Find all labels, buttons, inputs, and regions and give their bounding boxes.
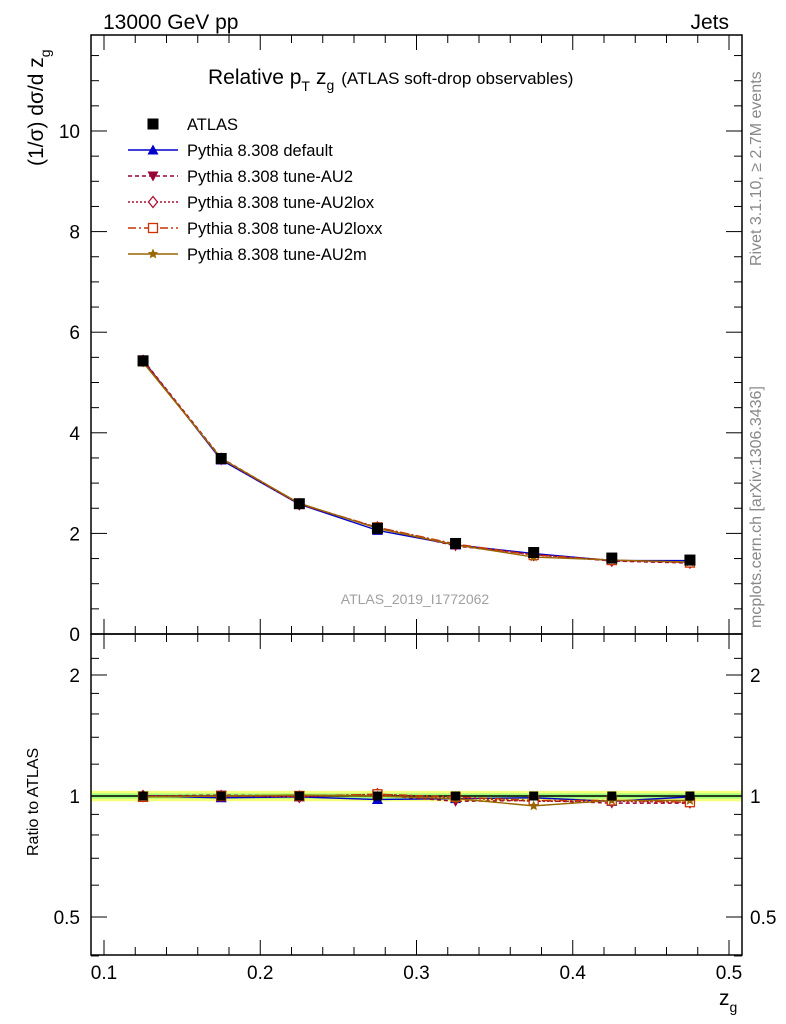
y-tick-label: 4 [69, 424, 80, 445]
y-tick-label: 6 [69, 323, 80, 344]
ratio-point-atlas [529, 791, 539, 801]
ratio-point-atlas [607, 791, 617, 801]
legend-marker-au2lox [147, 195, 159, 209]
x-tick-label: 0.3 [403, 963, 429, 984]
x-axis-label: zg [719, 987, 737, 1015]
legend-marker-au2 [147, 171, 159, 182]
y-tick-label: 10 [59, 122, 80, 143]
legend-marker-atlas [147, 118, 159, 130]
ratio-point-atlas [685, 791, 695, 801]
y-tick-label: 8 [69, 223, 80, 244]
legend-marker-default [147, 144, 159, 155]
ratio-y-axis-label: Ratio to ATLAS [25, 748, 42, 856]
ratio-y-tick-label: 2 [69, 666, 80, 687]
ratio-point-atlas [216, 791, 226, 801]
header-left: 13000 GeV pp [103, 11, 238, 34]
x-tick-label: 0.5 [716, 963, 742, 984]
rivet-version-text: Rivet 3.1.10, ≥ 2.7M events [748, 71, 765, 266]
legend-label-atlas: ATLAS [187, 116, 238, 134]
ratio-point-atlas [294, 791, 304, 801]
ratio-y-tick-label: 1 [69, 787, 80, 808]
point-atlas [137, 355, 149, 367]
ratio-y-tick-label-right: 0.5 [750, 908, 776, 929]
ratio-point-atlas [372, 791, 382, 801]
series-line-au2m [142, 361, 690, 563]
ratio-point-atlas [451, 791, 461, 801]
y-tick-label: 0 [69, 625, 80, 646]
y-tick-label: 2 [69, 524, 80, 545]
point-atlas [293, 498, 305, 510]
analysis-watermark: ATLAS_2019_I1772062 [341, 591, 490, 607]
x-tick-label: 0.2 [247, 963, 273, 984]
ratio-point-au2m [528, 800, 539, 811]
point-atlas [215, 452, 227, 464]
plot-title: Relative pT zg (ATLAS soft-drop observable… [208, 66, 573, 94]
point-atlas [606, 552, 618, 564]
point-atlas [684, 554, 696, 566]
main-y-axis-label: (1/σ) dσ/d zg [25, 49, 53, 166]
point-atlas [371, 522, 383, 534]
point-atlas [450, 537, 462, 549]
mcplots-credit-text: mcplots.cern.ch [arXiv:1306.3436] [748, 386, 765, 628]
legend-label-default: Pythia 8.308 default [187, 142, 333, 160]
legend-label-au2lox: Pythia 8.308 tune-AU2lox [187, 194, 375, 212]
point-atlas [528, 547, 540, 559]
ratio-y-tick-label: 0.5 [54, 908, 80, 929]
legend-label-au2m: Pythia 8.308 tune-AU2m [187, 246, 367, 264]
legend-marker-au2m [147, 248, 159, 259]
ratio-y-tick-label-right: 1 [750, 787, 761, 808]
ratio-line-au2m [143, 794, 690, 807]
header-right: Jets [690, 11, 729, 34]
x-tick-label: 0.4 [560, 963, 587, 984]
ratio-y-tick-label-right: 2 [750, 666, 761, 687]
x-tick-label: 0.1 [91, 963, 117, 984]
ratio-point-atlas [138, 791, 148, 801]
legend-label-au2: Pythia 8.308 tune-AU2 [187, 168, 353, 186]
legend-marker-au2loxx [147, 222, 159, 234]
legend-label-au2loxx: Pythia 8.308 tune-AU2loxx [187, 220, 383, 238]
